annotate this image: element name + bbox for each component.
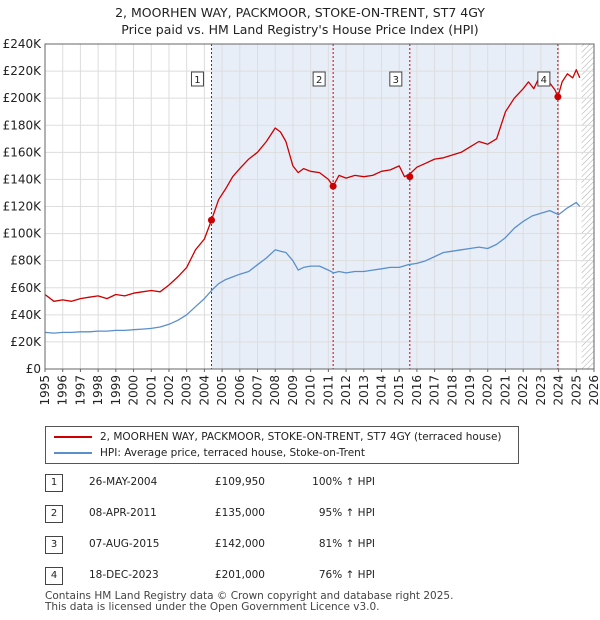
x-tick-label: 2001 — [144, 375, 158, 406]
chart-title: 2, MOORHEN WAY, PACKMOOR, STOKE-ON-TRENT… — [115, 5, 485, 20]
property-price-line — [44, 69, 581, 302]
y-tick-label: £160K — [3, 145, 43, 159]
x-tick-label: 2005 — [215, 375, 229, 406]
sale-date: 18-DEC-2023 — [89, 569, 159, 581]
sale-label-box — [312, 71, 326, 87]
y-tick-label: £80K — [10, 254, 42, 268]
x-tick-label: 2019 — [463, 375, 477, 406]
x-tick-label: 2015 — [392, 375, 406, 406]
x-tick-label: 2006 — [233, 375, 247, 406]
sale-label-text: 1 — [194, 75, 200, 86]
x-tick-label: 2023 — [534, 375, 548, 406]
legend-property-label: 2, MOORHEN WAY, PACKMOOR, STOKE-ON-TRENT… — [100, 431, 502, 443]
sale-label-box — [389, 71, 403, 87]
sale-point — [329, 182, 337, 190]
x-tick-label: 1996 — [56, 375, 70, 406]
sale-number-badge: 3 — [45, 536, 63, 554]
hpi-line-swatch — [54, 452, 92, 454]
y-tick-label: £0 — [26, 362, 41, 376]
hpi-line — [44, 201, 581, 334]
sale-row: 1 26-MAY-2004 £109,950 100% ↑ HPI — [45, 474, 445, 494]
y-tick-label: £200K — [3, 91, 43, 105]
plot-frame — [44, 43, 595, 370]
sale-row: 4 18-DEC-2023 £201,000 76% ↑ HPI — [45, 567, 445, 587]
price-chart: 1 2 3 4 £0 £20K £40K £60K £80K £100K £120K £140K £16… — [3, 37, 600, 406]
chart-subtitle: Price paid vs. HM Land Registry's House … — [121, 22, 479, 37]
x-tick-label: 2010 — [304, 375, 318, 406]
x-tick-label: 1998 — [91, 375, 105, 406]
x-tick-label: 2013 — [357, 375, 371, 406]
legend-item-hpi: HPI: Average price, terraced house, Stok… — [54, 445, 365, 461]
x-tick-label: 2014 — [374, 375, 388, 406]
y-tick-label: £40K — [10, 308, 42, 322]
x-tick-label: 2022 — [516, 375, 530, 406]
x-tick-label: 2017 — [428, 375, 442, 406]
y-tick-label: £140K — [3, 172, 43, 186]
x-tick-label: 1995 — [38, 375, 52, 406]
y-tick-label: £180K — [3, 118, 43, 132]
sale-point — [554, 93, 562, 101]
sale-label-box — [537, 71, 551, 87]
sale-price: £135,000 — [214, 507, 265, 519]
sale-hpi-change: 95% ↑ HPI — [318, 507, 375, 519]
footer-licence: This data is licensed under the Open Gov… — [45, 601, 380, 613]
x-tick-label: 2004 — [197, 375, 211, 406]
sale-price: £142,000 — [214, 538, 265, 550]
sale-date: 07-AUG-2015 — [89, 538, 160, 550]
x-tick-label: 2020 — [481, 375, 495, 406]
sale-price: £109,950 — [214, 476, 265, 488]
x-tick-label: 2024 — [552, 375, 566, 406]
sale-hpi-change: 76% ↑ HPI — [318, 569, 375, 581]
x-tick-label: 2009 — [286, 375, 300, 406]
sale-point — [207, 216, 215, 224]
x-tick-label: 1999 — [109, 375, 123, 406]
x-tick-label: 2016 — [410, 375, 424, 406]
sale-price: £201,000 — [214, 569, 265, 581]
sale-row: 2 08-APR-2011 £135,000 95% ↑ HPI — [45, 505, 445, 525]
y-tick-label: £20K — [10, 335, 42, 349]
footer-copyright: Contains HM Land Registry data © Crown c… — [45, 590, 454, 602]
sale-hpi-change: 100% ↑ HPI — [312, 476, 375, 488]
sale-hpi-change: 81% ↑ HPI — [318, 538, 375, 550]
sale-label-box — [190, 71, 204, 87]
x-tick-label: 2026 — [587, 375, 600, 406]
x-tick-label: 2008 — [268, 375, 282, 406]
sale-label-text: 2 — [316, 75, 322, 86]
sale-date: 08-APR-2011 — [89, 507, 157, 519]
x-tick-label: 2000 — [127, 375, 141, 406]
sale-number-badge: 2 — [45, 505, 63, 523]
x-tick-label: 2011 — [321, 375, 335, 406]
x-tick-label: 2002 — [162, 375, 176, 406]
sale-point — [406, 173, 414, 181]
x-tick-label: 2012 — [339, 375, 353, 406]
sale-label-text: 3 — [393, 75, 399, 86]
x-tick-label: 2007 — [251, 375, 265, 406]
y-tick-label: £60K — [10, 281, 42, 295]
y-tick-label: £120K — [3, 200, 43, 214]
property-line-swatch — [54, 436, 92, 438]
x-tick-label: 2025 — [569, 375, 583, 406]
sale-label-text: 4 — [541, 75, 547, 86]
y-tick-label: £220K — [3, 64, 43, 78]
x-tick-label: 2003 — [180, 375, 194, 406]
legend-item-property: 2, MOORHEN WAY, PACKMOOR, STOKE-ON-TRENT… — [54, 429, 502, 445]
sale-date: 26-MAY-2004 — [89, 476, 158, 488]
x-tick-label: 1997 — [73, 375, 87, 406]
x-tick-label: 2018 — [445, 375, 459, 406]
sale-number-badge: 4 — [45, 567, 63, 585]
sale-row: 3 07-AUG-2015 £142,000 81% ↑ HPI — [45, 536, 445, 556]
legend-hpi-label: HPI: Average price, terraced house, Stok… — [100, 447, 365, 459]
y-tick-label: £240K — [3, 37, 43, 51]
sale-number-badge: 1 — [45, 474, 63, 492]
y-tick-label: £100K — [3, 227, 43, 241]
legend: 2, MOORHEN WAY, PACKMOOR, STOKE-ON-TRENT… — [45, 426, 519, 464]
x-tick-label: 2021 — [498, 375, 512, 406]
